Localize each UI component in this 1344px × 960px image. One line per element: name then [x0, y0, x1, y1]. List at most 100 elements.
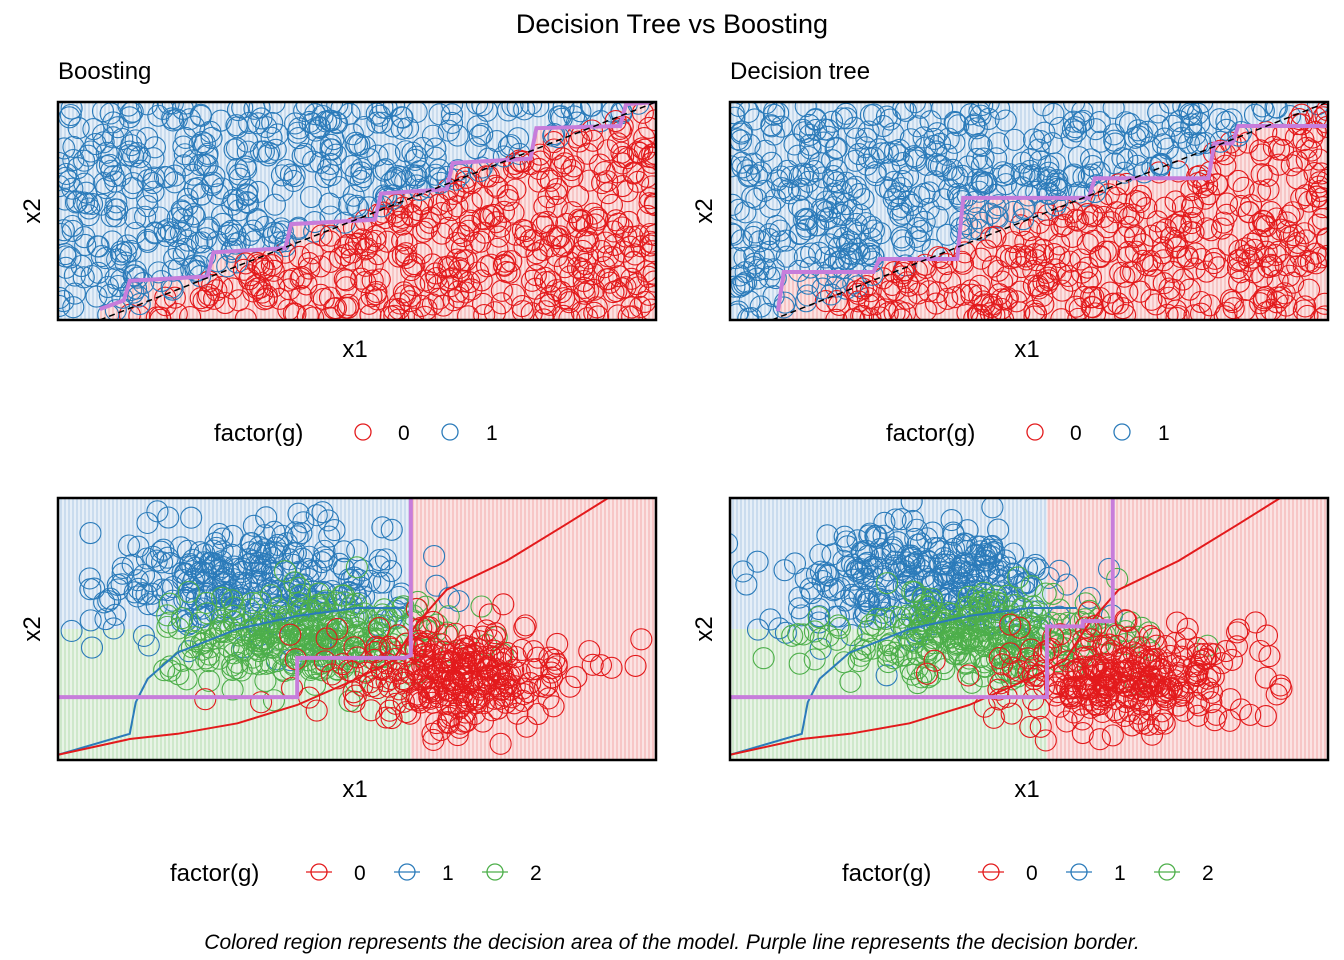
point-class-1 [861, 263, 884, 286]
point-class-0 [543, 648, 566, 671]
point-class-1 [730, 151, 753, 174]
point-class-0 [1215, 301, 1238, 320]
point-class-1 [161, 259, 184, 282]
point-class-0 [943, 286, 966, 309]
point-class-1 [908, 185, 931, 208]
point-class-2 [1034, 582, 1057, 605]
decision-border [99, 102, 656, 311]
point-class-1 [800, 582, 824, 605]
point-class-1 [221, 543, 244, 566]
point-class-0 [1252, 287, 1276, 310]
point-class-0 [1152, 658, 1175, 681]
point-class-1 [991, 161, 1014, 184]
point-class-0 [1249, 139, 1272, 162]
point-class-0 [354, 254, 377, 277]
point-class-0 [319, 224, 342, 247]
point-class-1 [833, 525, 856, 548]
point-class-1 [935, 143, 958, 166]
point-class-1 [302, 150, 325, 173]
point-class-1 [405, 145, 428, 168]
point-class-2 [969, 645, 992, 669]
point-class-1 [886, 531, 909, 554]
point-class-1 [492, 145, 515, 168]
point-class-1 [513, 102, 536, 121]
point-class-1 [404, 148, 427, 172]
point-class-0 [278, 278, 301, 301]
point-class-1 [816, 563, 839, 587]
point-class-0 [1019, 715, 1042, 738]
point-class-0 [305, 699, 328, 722]
point-class-1 [1002, 542, 1025, 565]
panel-decision-tree-linear [728, 100, 1330, 322]
point-class-0 [1114, 690, 1137, 713]
point-class-1 [737, 102, 760, 123]
legend-top-right: factor(g) 0 1 [886, 420, 1170, 447]
point-class-0 [1154, 218, 1177, 241]
point-class-1 [1156, 137, 1179, 160]
point-class-0 [1044, 258, 1067, 281]
point-class-0 [511, 677, 534, 700]
point-class-0 [1250, 163, 1273, 186]
point-class-0 [1237, 200, 1260, 224]
point-class-1 [91, 102, 115, 123]
point-class-1 [270, 164, 293, 187]
point-class-1 [923, 170, 946, 193]
point-class-0 [1005, 290, 1028, 313]
point-class-0 [472, 208, 496, 231]
point-class-1 [857, 242, 881, 265]
point-class-0 [471, 207, 494, 230]
point-class-0 [1000, 702, 1023, 725]
point-class-0 [163, 286, 186, 309]
point-class-0 [1141, 254, 1164, 277]
point-class-2 [752, 647, 775, 670]
point-class-0 [970, 304, 993, 320]
point-class-0 [1153, 196, 1177, 219]
point-class-1 [244, 569, 267, 592]
point-class-2 [226, 651, 249, 674]
point-class-1 [291, 144, 314, 168]
point-class-1 [374, 158, 397, 181]
point-class-1 [274, 230, 297, 253]
legend-key-0 [310, 863, 328, 881]
point-class-0 [1307, 175, 1328, 198]
y-axis-label: x2 [19, 616, 46, 641]
point-class-0 [1092, 205, 1115, 229]
point-class-1 [928, 540, 952, 563]
point-class-2 [274, 560, 297, 583]
point-class-1 [211, 540, 234, 563]
decision-border [58, 498, 413, 700]
point-class-1 [171, 200, 194, 223]
point-class-1 [1252, 102, 1275, 122]
point-class-0 [1286, 255, 1309, 278]
point-class-0 [1215, 192, 1239, 215]
point-class-0 [576, 227, 599, 250]
point-class-1 [1102, 102, 1125, 120]
point-class-1 [131, 582, 154, 605]
point-class-1 [730, 222, 743, 245]
point-class-2 [1020, 575, 1043, 598]
point-class-1 [198, 551, 221, 574]
point-class-2 [1007, 566, 1030, 589]
point-class-0 [383, 304, 406, 320]
point-class-0 [421, 253, 444, 276]
point-class-1 [225, 114, 248, 137]
point-class-1 [860, 215, 883, 238]
point-class-0 [1210, 217, 1234, 240]
point-class-0 [1125, 643, 1148, 666]
point-class-1 [78, 567, 101, 590]
point-class-1 [788, 586, 811, 609]
point-class-1 [1048, 116, 1071, 139]
point-class-1 [965, 147, 988, 171]
point-class-1 [876, 141, 900, 164]
point-class-1 [970, 154, 993, 177]
point-class-1 [226, 102, 250, 122]
point-class-0 [405, 597, 428, 621]
point-class-0 [1071, 708, 1094, 731]
point-class-2 [260, 584, 283, 607]
point-class-1 [780, 165, 803, 189]
point-class-0 [1180, 211, 1203, 235]
point-class-0 [472, 692, 495, 715]
point-class-1 [237, 548, 261, 571]
point-class-0 [513, 235, 536, 258]
point-class-0 [1008, 616, 1031, 639]
